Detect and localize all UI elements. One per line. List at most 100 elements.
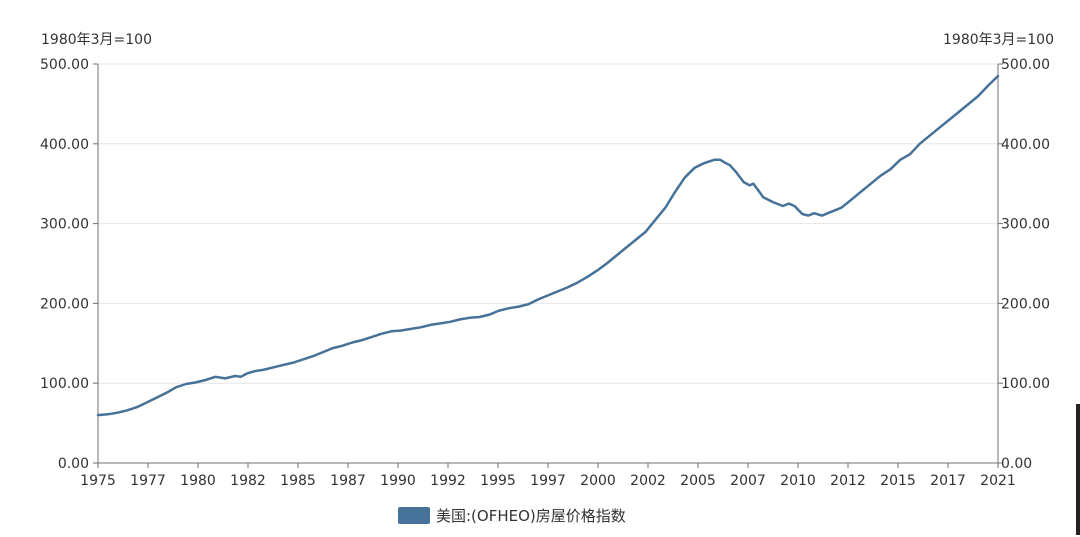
data-point: [469, 317, 471, 319]
data-point: [332, 347, 334, 349]
data-point: [312, 355, 314, 357]
data-point: [899, 159, 901, 161]
data-point: [273, 366, 275, 368]
x-tick-label: 2012: [830, 473, 866, 489]
x-tick-label: 1975: [80, 473, 116, 489]
data-point: [938, 127, 940, 129]
data-point: [566, 286, 568, 288]
data-point: [576, 282, 578, 284]
y-tick-label-right: 300.00: [1001, 217, 1050, 233]
x-tick-label: 1992: [430, 473, 466, 489]
data-point: [214, 376, 216, 378]
data-point: [850, 199, 852, 201]
data-point: [987, 84, 989, 86]
data-point: [459, 318, 461, 320]
data-point: [625, 246, 627, 248]
x-tick-labels: 1975 1977 1980 1982 1985 1987 1990 1992 1995 1997…: [80, 473, 1016, 489]
data-point: [813, 212, 815, 214]
y-tick-label-left: 300.00: [40, 217, 89, 233]
y-tick-label-right: 0.00: [1001, 456, 1032, 472]
y-tick-label-right: 200.00: [1001, 296, 1050, 312]
data-point: [762, 196, 764, 198]
y-tick-label-left: 400.00: [40, 137, 89, 153]
right-y-tick-labels: 0.00 100.00 200.00 300.00 400.00 500.00: [1001, 57, 1050, 472]
data-point: [518, 305, 520, 307]
data-point: [126, 409, 128, 411]
data-point: [870, 183, 872, 185]
data-point: [772, 201, 774, 203]
left-y-tick-labels: 0.00 100.00 200.00 300.00 400.00 500.00: [40, 57, 89, 472]
x-tick-label: 1987: [330, 473, 366, 489]
data-point: [371, 336, 373, 338]
data-point: [107, 413, 109, 415]
data-point: [606, 262, 608, 264]
axes: [93, 63, 1003, 468]
x-tick-label: 1997: [530, 473, 566, 489]
y-tick-label-left: 100.00: [40, 376, 89, 392]
data-point: [302, 358, 304, 360]
x-tick-label: 1977: [130, 473, 166, 489]
data-point: [674, 191, 676, 193]
data-point: [735, 171, 737, 173]
data-point: [97, 414, 99, 416]
legend[interactable]: 美国:(OFHEO)房屋价格指数: [398, 505, 626, 525]
data-point: [793, 205, 795, 207]
data-point: [557, 290, 559, 292]
y-tick-label-left: 0.00: [58, 456, 89, 472]
data-point: [293, 361, 295, 363]
y-axis-unit-right: 1980年3月=100: [943, 32, 1054, 48]
data-point: [719, 159, 721, 161]
data-point: [928, 135, 930, 137]
right-edge-bar: [1076, 404, 1080, 535]
data-point: [283, 364, 285, 366]
x-tick-label: 1990: [380, 473, 416, 489]
data-point: [879, 175, 881, 177]
data-point: [919, 143, 921, 145]
data-point: [234, 375, 236, 377]
data-point: [390, 330, 392, 332]
data-point: [341, 345, 343, 347]
data-point: [958, 111, 960, 113]
data-point: [596, 270, 598, 272]
y-tick-label-right: 500.00: [1001, 57, 1050, 73]
x-tick-label: 2000: [580, 473, 616, 489]
data-point: [729, 164, 731, 166]
data-point: [752, 183, 754, 185]
data-point: [361, 339, 363, 341]
data-point: [703, 162, 705, 164]
data-point: [664, 206, 666, 208]
data-point: [997, 75, 999, 77]
data-point: [351, 341, 353, 343]
data-point: [488, 313, 490, 315]
legend-swatch: [398, 506, 430, 524]
data-point: [889, 168, 891, 170]
data-point: [645, 230, 647, 232]
x-tick-label: 1985: [280, 473, 316, 489]
data-point: [439, 322, 441, 324]
data-point: [246, 372, 248, 374]
data-point: [498, 309, 500, 311]
data-point: [240, 376, 242, 378]
legend-label: 美国:(OFHEO)房屋价格指数: [436, 506, 626, 525]
x-tick-label: 2005: [680, 473, 716, 489]
data-point: [821, 214, 823, 216]
data-point: [400, 329, 402, 331]
data-point: [253, 370, 255, 372]
series-line: [96, 74, 1000, 417]
x-tick-label: 2021: [980, 473, 1016, 489]
data-point: [788, 202, 790, 204]
data-point: [429, 324, 431, 326]
data-point: [694, 167, 696, 169]
y-tick-label-right: 100.00: [1001, 376, 1050, 392]
x-tick-label: 1995: [480, 473, 516, 489]
data-point: [684, 176, 686, 178]
series-layer: [96, 74, 1000, 417]
data-point: [537, 298, 539, 300]
data-point: [615, 254, 617, 256]
data-point: [948, 119, 950, 121]
grid-lines: [98, 63, 998, 384]
data-point: [185, 383, 187, 385]
data-point: [758, 191, 760, 193]
data-point: [547, 294, 549, 296]
